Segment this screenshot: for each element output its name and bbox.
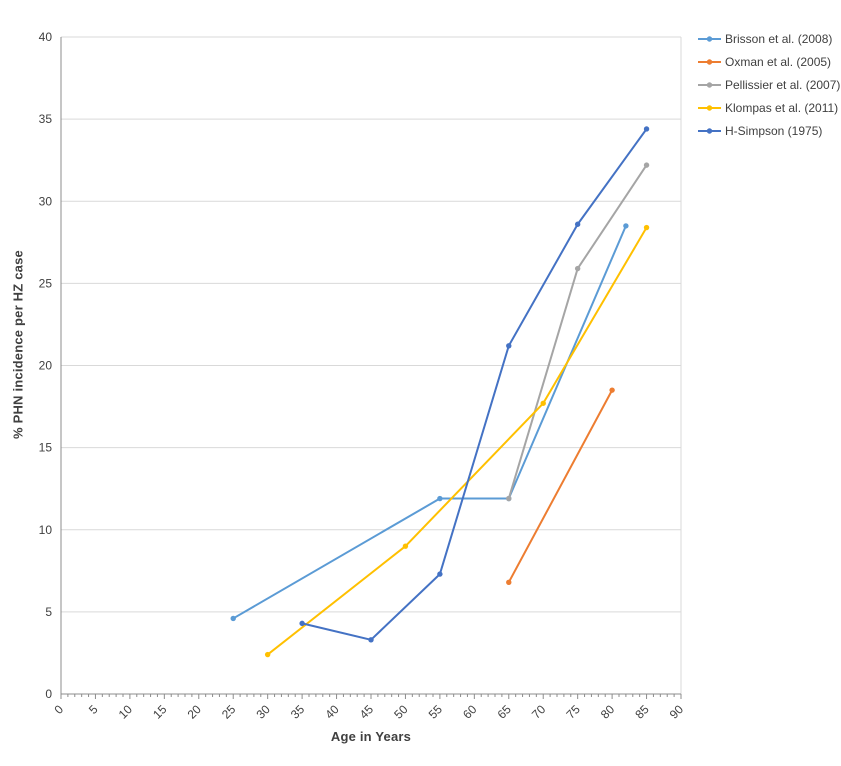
data-point-marker xyxy=(402,543,409,549)
x-tick-label: 0 xyxy=(51,702,66,717)
data-point-marker xyxy=(506,579,512,586)
series-line xyxy=(266,226,648,656)
x-tick-label: 40 xyxy=(322,702,342,722)
data-point-marker xyxy=(643,126,650,132)
legend-label: Oxman et al. (2005) xyxy=(725,55,831,69)
data-point-marker xyxy=(368,637,374,643)
x-tick-label: 25 xyxy=(219,702,239,722)
x-tick-label: 45 xyxy=(357,702,377,722)
y-tick-label: 35 xyxy=(39,112,53,126)
y-tick-label: 30 xyxy=(39,194,53,208)
x-tick-label: 20 xyxy=(185,702,205,722)
x-tick-label: 75 xyxy=(563,702,583,722)
data-point-marker xyxy=(643,224,650,231)
legend-label: H-Simpson (1975) xyxy=(725,124,822,138)
data-point-marker xyxy=(437,571,443,577)
y-tick-label: 20 xyxy=(39,359,53,373)
x-tick-label: 60 xyxy=(460,702,480,722)
legend-marker-icon xyxy=(706,105,713,111)
legend-marker-icon xyxy=(706,82,713,88)
data-point-marker xyxy=(299,620,305,627)
y-tick-label: 40 xyxy=(39,30,53,44)
x-tick-label: 30 xyxy=(253,702,273,722)
x-tick-label: 55 xyxy=(426,702,446,722)
data-point-marker xyxy=(506,343,512,349)
y-axis-title: % PHN incidence per HZ case xyxy=(10,250,26,439)
data-point-marker xyxy=(264,651,271,658)
x-tick-label: 90 xyxy=(667,702,687,722)
legend-marker-icon xyxy=(706,59,713,65)
legend-marker-icon xyxy=(706,128,713,134)
y-tick-label: 0 xyxy=(45,687,52,701)
x-tick-label: 65 xyxy=(495,702,515,722)
data-point-marker xyxy=(506,495,512,502)
x-tick-label: 15 xyxy=(150,702,170,722)
data-point-marker xyxy=(623,223,629,229)
x-tick-label: 70 xyxy=(529,702,549,722)
y-tick-label: 5 xyxy=(45,605,52,619)
series-line xyxy=(301,127,648,641)
data-point-marker xyxy=(574,221,581,227)
legend-label: Klompas et al. (2011) xyxy=(725,101,838,115)
y-tick-label: 10 xyxy=(39,523,53,537)
x-axis-title: Age in Years xyxy=(330,729,412,744)
x-tick-label: 80 xyxy=(598,702,618,722)
data-point-marker xyxy=(230,615,236,622)
data-point-marker xyxy=(437,495,443,502)
x-tick-label: 5 xyxy=(86,702,101,717)
x-tick-label: 50 xyxy=(391,702,411,722)
legend-label: Brisson et al. (2008) xyxy=(725,32,832,46)
x-tick-label: 35 xyxy=(288,702,308,722)
x-tick-label: 10 xyxy=(116,702,136,722)
series-line xyxy=(232,224,627,620)
legend-label: Pellissier et al. (2007) xyxy=(725,78,840,92)
legend-marker-icon xyxy=(706,36,713,42)
x-tick-label: 85 xyxy=(632,702,652,722)
y-tick-label: 25 xyxy=(39,276,53,290)
series-line xyxy=(507,389,614,584)
y-tick-label: 15 xyxy=(39,441,53,455)
data-point-marker xyxy=(540,400,546,406)
data-point-marker xyxy=(609,387,615,393)
data-point-marker xyxy=(643,162,650,168)
data-point-marker xyxy=(574,265,581,272)
